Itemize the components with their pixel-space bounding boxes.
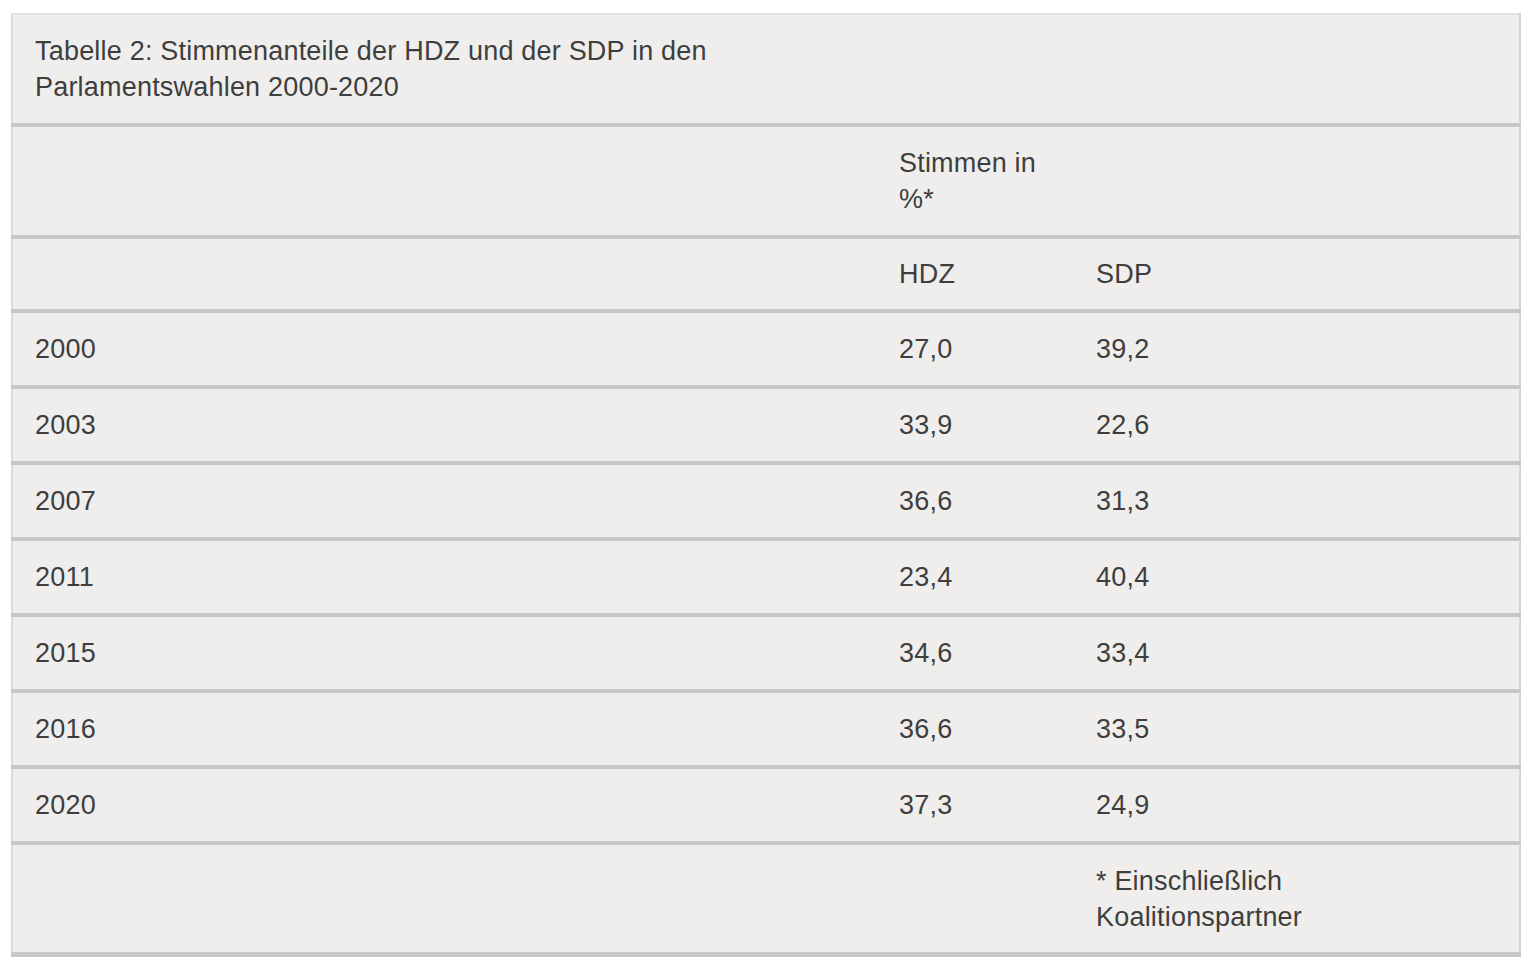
footnote: * Einschließlich Koalitionspartner xyxy=(1096,863,1376,935)
sdp-value-cell: 40,4 xyxy=(1074,539,1520,615)
empty-cell xyxy=(12,843,877,955)
table-row: 2015 34,6 33,4 xyxy=(12,615,1520,691)
sdp-value-cell: 22,6 xyxy=(1074,387,1520,463)
hdz-value-cell: 27,0 xyxy=(877,311,1074,387)
year-cell: 2020 xyxy=(12,767,877,843)
year-cell: 2015 xyxy=(12,615,877,691)
empty-cell xyxy=(877,843,1074,955)
table-row: 2016 36,6 33,5 xyxy=(12,691,1520,767)
table-row: 2007 36,6 31,3 xyxy=(12,463,1520,539)
year-cell: 2011 xyxy=(12,539,877,615)
sdp-value-cell: 39,2 xyxy=(1074,311,1520,387)
vote-share-table: Tabelle 2: Stimmenanteile der HDZ und de… xyxy=(11,13,1521,957)
column-header-sdp: SDP xyxy=(1074,237,1520,311)
sdp-value-cell: 33,5 xyxy=(1074,691,1520,767)
table-row: 2011 23,4 40,4 xyxy=(12,539,1520,615)
sdp-value-cell: 31,3 xyxy=(1074,463,1520,539)
hdz-value-cell: 23,4 xyxy=(877,539,1074,615)
sdp-value-cell: 24,9 xyxy=(1074,767,1520,843)
hdz-value-cell: 33,9 xyxy=(877,387,1074,463)
empty-cell xyxy=(12,125,877,237)
year-cell: 2016 xyxy=(12,691,877,767)
hdz-value-cell: 37,3 xyxy=(877,767,1074,843)
year-cell: 2007 xyxy=(12,463,877,539)
table-title-row: Tabelle 2: Stimmenanteile der HDZ und de… xyxy=(12,14,1520,125)
hdz-value-cell: 36,6 xyxy=(877,691,1074,767)
sdp-value-cell: 33,4 xyxy=(1074,615,1520,691)
table-title: Tabelle 2: Stimmenanteile der HDZ und de… xyxy=(35,33,775,105)
page: Tabelle 2: Stimmenanteile der HDZ und de… xyxy=(0,0,1538,968)
hdz-value-cell: 34,6 xyxy=(877,615,1074,691)
column-header-row: HDZ SDP xyxy=(12,237,1520,311)
year-cell: 2003 xyxy=(12,387,877,463)
hdz-value-cell: 36,6 xyxy=(877,463,1074,539)
table-row: 2020 37,3 24,9 xyxy=(12,767,1520,843)
unit-header: Stimmen in %* xyxy=(899,145,1049,217)
empty-cell xyxy=(12,237,877,311)
column-header-hdz: HDZ xyxy=(877,237,1074,311)
table-row: 2003 33,9 22,6 xyxy=(12,387,1520,463)
unit-header-row: Stimmen in %* xyxy=(12,125,1520,237)
table-row: 2000 27,0 39,2 xyxy=(12,311,1520,387)
empty-cell xyxy=(1074,125,1520,237)
footnote-row: * Einschließlich Koalitionspartner xyxy=(12,843,1520,955)
year-cell: 2000 xyxy=(12,311,877,387)
